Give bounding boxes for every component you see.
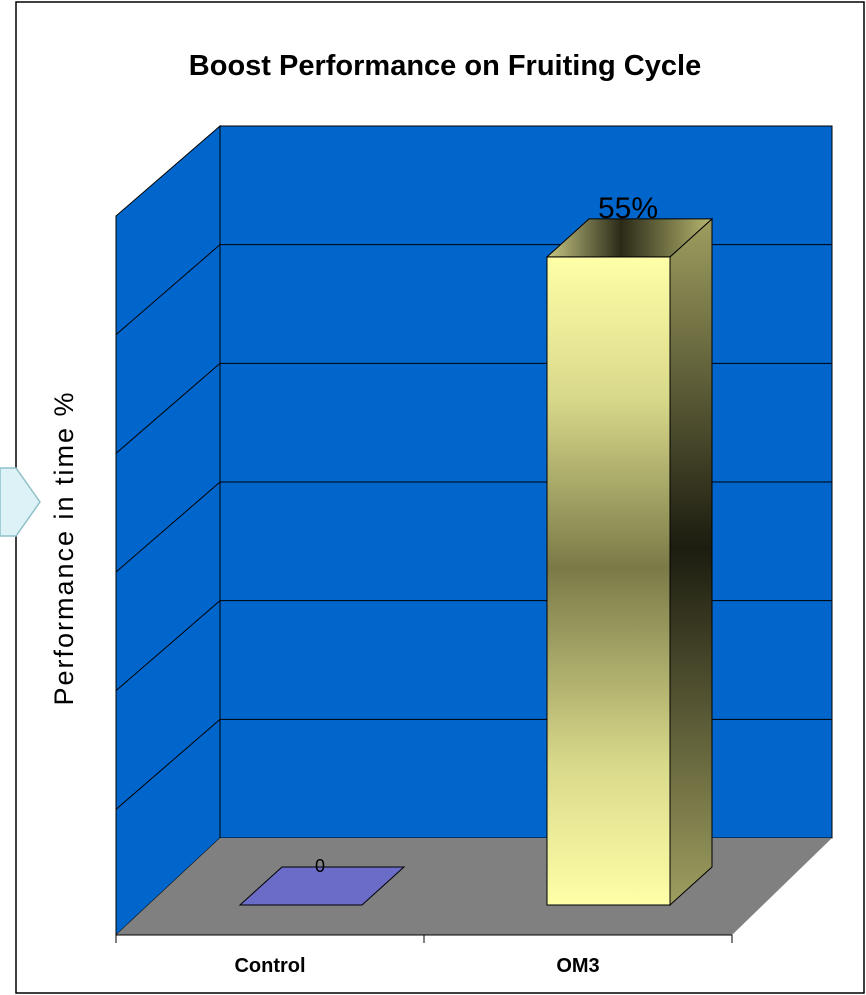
bars <box>238 217 714 907</box>
gridline-side <box>115 481 221 573</box>
gridline-side <box>115 244 221 336</box>
side-wall <box>115 124 221 937</box>
data-label-om3: 55% <box>598 192 658 225</box>
bar-om3-front <box>546 256 671 906</box>
y-axis-label: Performance in time % <box>49 390 79 705</box>
chart-title: Boost Performance on Fruiting Cycle <box>189 50 701 82</box>
chart-walls <box>115 124 833 937</box>
x-tick-label-om3: OM3 <box>556 955 599 977</box>
bar-control <box>238 866 406 906</box>
gridline-side <box>115 600 221 692</box>
x-tick-label-control: Control <box>234 955 305 977</box>
floor <box>116 838 832 935</box>
gridline-side <box>115 718 221 810</box>
bar-om3-side <box>669 217 713 907</box>
data-label-control: 0 <box>315 856 325 876</box>
slide-arrow-shape <box>0 467 41 537</box>
bar-om3-top <box>545 218 714 258</box>
x-axis-ticks <box>115 935 733 943</box>
gridlines <box>115 244 832 810</box>
gridline-side <box>115 362 221 454</box>
